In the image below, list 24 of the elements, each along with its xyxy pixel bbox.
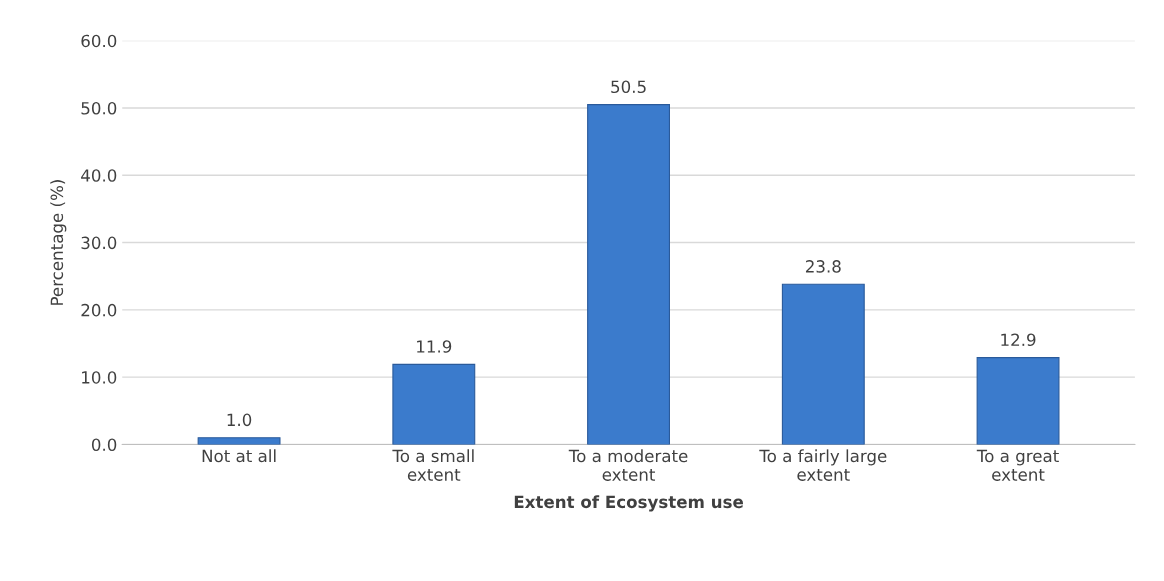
- data-label: 12.9: [1001, 333, 1036, 347]
- y-tick-label: 0.0: [91, 438, 117, 452]
- bar: [197, 437, 281, 445]
- x-tick-label: Not at all: [202, 449, 276, 463]
- data-label: 11.9: [417, 340, 452, 353]
- y-tick-label: 10.0: [82, 371, 117, 384]
- data-label: 23.8: [805, 260, 841, 273]
- data-label: 1.0: [227, 413, 252, 427]
- y-tick-label: 20.0: [81, 303, 117, 317]
- x-axis-title: Extent of Ecosystem use: [514, 495, 743, 512]
- y-tick-label: 30.0: [81, 236, 117, 250]
- bar: [392, 363, 476, 445]
- y-tick-label: 60.0: [81, 34, 117, 48]
- bar: [587, 104, 671, 445]
- y-axis-title: Percentage (%): [50, 180, 67, 305]
- x-tick-label: To a fairly large extent: [759, 449, 887, 481]
- data-label: 50.5: [611, 80, 646, 94]
- x-tick-label: To a small extent: [392, 449, 474, 481]
- bar: [976, 357, 1060, 445]
- y-tick-label: 40.0: [81, 169, 117, 182]
- x-tick-label: To a moderate extent: [568, 449, 688, 481]
- y-tick-label: 50.0: [81, 101, 117, 115]
- x-tick-label: To a great extent: [976, 449, 1059, 481]
- bar: [781, 283, 865, 445]
